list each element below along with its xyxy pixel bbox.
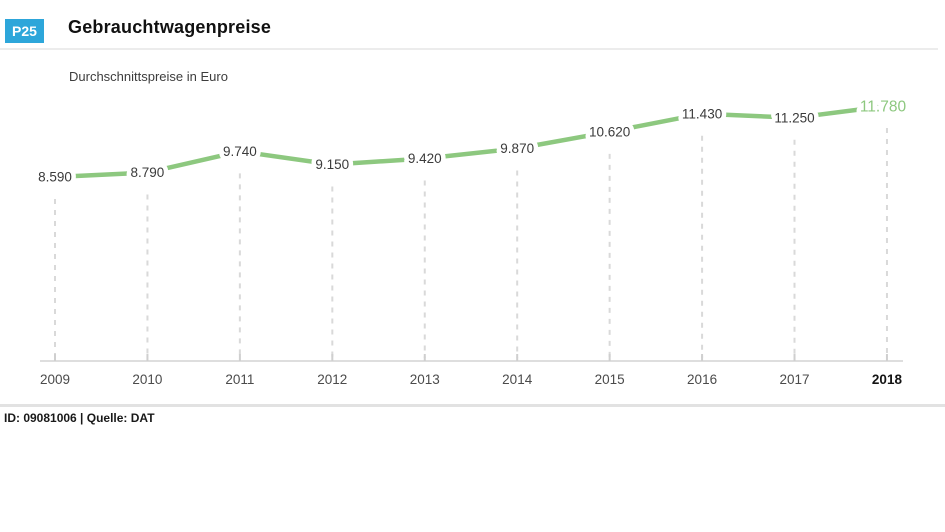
footer-divider <box>0 404 945 407</box>
page-title: Gebrauchtwagenpreise <box>68 17 272 37</box>
value-label: 10.620 <box>589 124 630 139</box>
value-label: 8.590 <box>38 170 72 185</box>
price-line-chart: 8.590 8.790 9.740 9.150 9.420 9.870 10.620 11.4… <box>34 95 911 387</box>
header-divider <box>0 48 938 50</box>
value-label: 11.780 <box>860 99 907 116</box>
chart-subtitle: Durchschnittspreise in Euro <box>69 69 228 84</box>
value-label: 9.150 <box>315 157 349 172</box>
value-label: 9.740 <box>223 144 257 159</box>
value-label: 11.250 <box>774 110 814 125</box>
year-tick-label: 2015 <box>595 372 625 387</box>
price-line <box>52 103 890 180</box>
value-label: 9.420 <box>408 151 442 166</box>
value-label: 8.790 <box>131 165 165 180</box>
source-note: ID: 09081006 | Quelle: DAT <box>4 411 155 425</box>
year-tick-label: 2011 <box>225 372 254 387</box>
year-tick-label: 2009 <box>40 372 70 387</box>
year-tick-label: 2010 <box>132 372 162 387</box>
year-tick-label: 2018 <box>872 372 903 387</box>
year-tick-label: 2017 <box>779 372 809 387</box>
year-tick-label: 2012 <box>317 372 347 387</box>
year-tick-label: 2013 <box>410 372 440 387</box>
value-label: 9.870 <box>500 141 534 156</box>
page-badge: P25 <box>5 19 44 43</box>
value-label: 11.430 <box>682 106 722 121</box>
year-tick-label: 2014 <box>502 372 533 387</box>
year-tick-label: 2016 <box>687 372 717 387</box>
